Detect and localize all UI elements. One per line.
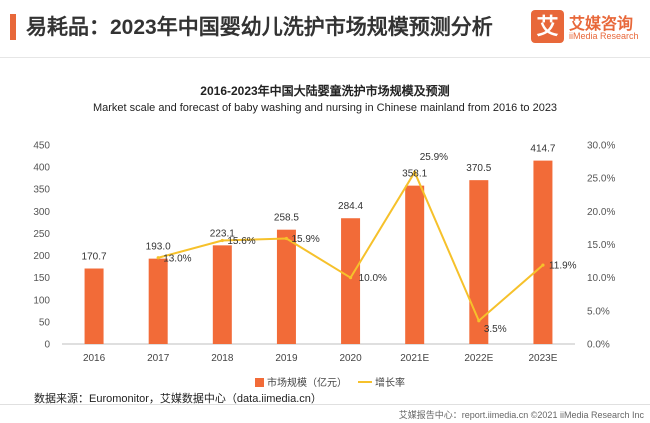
- y-left-tick-label: 450: [33, 141, 50, 152]
- growth-point: [284, 236, 289, 241]
- legend-bar-swatch: [255, 378, 264, 387]
- x-tick-label: 2022E: [464, 353, 493, 364]
- y-right-tick-label: 15.0%: [587, 240, 615, 251]
- bar: [84, 268, 104, 344]
- legend-item-growth-rate: 增长率: [358, 374, 405, 389]
- page-title: 易耗品：2023年中国婴幼儿洗护市场规模预测分析: [26, 16, 493, 39]
- footer-credit: 艾媒报告中心：report.iimedia.cn ©2021 iiMedia R…: [398, 410, 644, 420]
- growth-value-label: 10.0%: [359, 273, 387, 284]
- logo-mark-icon: 艾: [531, 10, 564, 43]
- y-left-tick-label: 50: [39, 317, 51, 328]
- bar: [469, 180, 489, 344]
- growth-point: [220, 238, 224, 243]
- bar: [341, 218, 361, 344]
- y-left-tick-label: 350: [33, 185, 50, 196]
- y-left-tick-label: 300: [33, 207, 50, 218]
- growth-point: [156, 256, 160, 260]
- y-left-tick-label: 0: [44, 340, 50, 351]
- x-tick-label: 2016: [83, 353, 106, 364]
- bar: [533, 160, 553, 344]
- x-tick-label: 2021E: [400, 353, 429, 364]
- y-right-tick-label: 25.0%: [587, 174, 615, 185]
- legend-bar-label: 市场规模（亿元）: [267, 378, 347, 389]
- growth-value-label: 13.0%: [163, 253, 191, 264]
- header: 易耗品：2023年中国婴幼儿洗护市场规模预测分析 艾 艾媒咨询 iiMedia …: [0, 0, 650, 62]
- bar: [276, 229, 296, 344]
- footer-divider: [0, 404, 650, 405]
- growth-value-label: 15.9%: [291, 234, 319, 245]
- chart-title: 2016-2023年中国大陆婴童洗护市场规模及预测: [200, 84, 450, 98]
- legend-line-swatch: [358, 381, 372, 383]
- bar: [212, 245, 232, 344]
- bar-value-label: 223.1: [210, 228, 235, 239]
- x-tick-label: 2019: [275, 353, 298, 364]
- header-divider: [0, 57, 650, 58]
- y-right-tick-label: 20.0%: [587, 207, 615, 218]
- legend-item-market-size: 市场规模（亿元）: [255, 374, 347, 389]
- y-right-tick-label: 10.0%: [587, 273, 615, 284]
- chart-legend: 市场规模（亿元） 增长率: [0, 374, 650, 389]
- x-tick-label: 2017: [147, 353, 170, 364]
- bar-value-label: 170.7: [82, 252, 107, 263]
- bar: [148, 258, 168, 344]
- bar-value-label: 358.1: [402, 169, 427, 180]
- growth-point: [348, 276, 353, 280]
- y-right-tick-label: 0.0%: [587, 340, 610, 351]
- brand-logo: 艾 艾媒咨询 iiMedia Research: [531, 10, 643, 50]
- y-left-tick-label: 250: [33, 229, 50, 240]
- chart-subtitle: Market scale and forecast of baby washin…: [92, 102, 558, 114]
- growth-value-label: 3.5%: [484, 324, 507, 335]
- y-left-tick-label: 400: [33, 163, 50, 174]
- growth-value-label: 11.9%: [549, 261, 577, 272]
- title-accent-bar: [10, 14, 16, 40]
- bar-value-label: 193.0: [146, 242, 171, 253]
- data-source: 数据来源：Euromonitor，艾媒数据中心（data.iimedia.cn）: [34, 393, 322, 405]
- logo-name-en: iiMedia Research: [569, 31, 639, 41]
- growth-point: [477, 319, 481, 323]
- growth-point: [541, 263, 545, 267]
- growth-value-label: 15.6%: [227, 236, 255, 247]
- growth-value-label: 25.9%: [420, 152, 448, 163]
- x-tick-label: 2023E: [528, 353, 557, 364]
- y-left-tick-label: 150: [33, 273, 50, 284]
- growth-point: [413, 170, 417, 174]
- bar-value-label: 414.7: [530, 144, 555, 155]
- y-right-tick-label: 30.0%: [587, 141, 615, 152]
- x-tick-label: 2018: [211, 353, 234, 364]
- bar-value-label: 258.5: [274, 213, 299, 224]
- bar-value-label: 284.4: [338, 201, 363, 212]
- logo-name-cn: 艾媒咨询: [569, 16, 634, 33]
- y-left-tick-label: 100: [33, 295, 50, 306]
- bar-value-label: 370.5: [466, 163, 491, 174]
- y-left-tick-label: 200: [33, 251, 50, 262]
- y-right-tick-label: 5.0%: [587, 306, 610, 317]
- bar: [405, 185, 425, 344]
- x-tick-label: 2020: [339, 353, 362, 364]
- legend-line-label: 增长率: [375, 378, 405, 389]
